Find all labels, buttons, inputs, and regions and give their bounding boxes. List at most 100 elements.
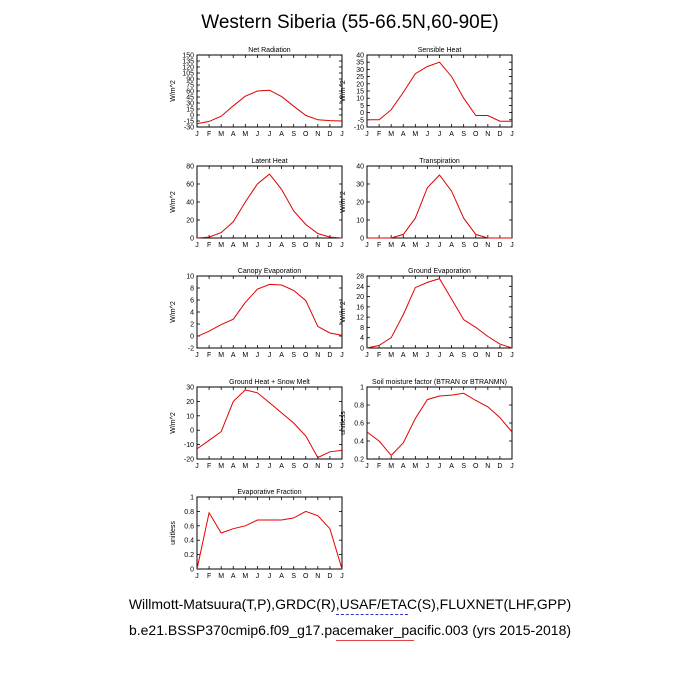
y-tick-label: 1 — [190, 495, 194, 502]
y-tick-label: 0 — [190, 428, 194, 435]
x-tick-label: N — [315, 242, 320, 249]
y-tick-label: 6 — [190, 298, 194, 305]
x-tick-label: N — [485, 463, 490, 470]
x-tick-label: N — [485, 352, 490, 359]
x-tick-label: A — [401, 463, 406, 470]
x-tick-label: F — [377, 131, 381, 138]
y-tick-label: 30 — [356, 67, 364, 74]
panel-title: Soil moisture factor (BTRAN or BTRANMN) — [372, 379, 507, 386]
y-tick-label: 20 — [356, 200, 364, 207]
x-tick-label: A — [279, 242, 284, 249]
x-tick-label: D — [497, 242, 502, 249]
x-tick-label: S — [291, 463, 296, 470]
footer-data-sources: Willmott-Matsuura(T,P),GRDC(R),USAF/ETAC… — [128, 596, 572, 612]
x-tick-label: J — [438, 463, 442, 470]
y-tick-label: 20 — [356, 294, 364, 301]
x-tick-label: A — [401, 352, 406, 359]
x-tick-label: M — [242, 573, 248, 580]
x-tick-label: D — [497, 352, 502, 359]
panel-1: Net Radiation -30-15015304560759010512013… — [170, 47, 344, 138]
y-tick-label: 75 — [186, 83, 194, 90]
x-tick-label: J — [256, 463, 260, 470]
y-tick-label: 20 — [186, 218, 194, 225]
y-axis-label: W/m^2 — [340, 80, 347, 102]
y-tick-label: 0 — [190, 334, 194, 341]
x-tick-label: D — [327, 242, 332, 249]
x-tick-label: J — [268, 573, 272, 580]
x-tick-label: M — [218, 573, 224, 580]
x-tick-label: M — [388, 131, 394, 138]
y-tick-label: 24 — [356, 284, 364, 291]
y-axis-label: W/m^2 — [340, 191, 347, 213]
underline-mark-1 — [336, 614, 408, 615]
x-tick-label: M — [242, 352, 248, 359]
x-tick-label: M — [412, 463, 418, 470]
x-tick-label: J — [340, 242, 344, 249]
y-tick-label: 0.8 — [184, 509, 194, 516]
x-tick-label: A — [231, 242, 236, 249]
x-tick-label: J — [268, 242, 272, 249]
panel-title: Ground Heat + Snow Melt — [229, 379, 310, 386]
x-tick-label: M — [218, 352, 224, 359]
x-tick-label: F — [207, 352, 211, 359]
y-tick-label: 30 — [186, 385, 194, 392]
y-tick-label: -20 — [184, 457, 194, 464]
x-tick-label: A — [449, 131, 454, 138]
y-tick-label: 0 — [360, 236, 364, 243]
x-tick-label: D — [327, 463, 332, 470]
y-tick-label: 10 — [186, 413, 194, 420]
y-tick-label: 0.4 — [354, 439, 364, 446]
x-tick-label: S — [291, 242, 296, 249]
y-tick-label: 16 — [356, 304, 364, 311]
x-tick-label: J — [510, 352, 514, 359]
footer-case-name: b.e21.BSSP370cmip6.f09_g17.pacemaker_pac… — [128, 622, 572, 638]
x-tick-label: O — [303, 352, 309, 359]
y-tick-label: 40 — [356, 53, 364, 60]
x-tick-label: M — [412, 352, 418, 359]
y-tick-label: 90 — [186, 77, 194, 84]
series-line — [366, 392, 513, 457]
x-tick-label: A — [401, 131, 406, 138]
x-tick-label: O — [473, 242, 479, 249]
x-tick-label: A — [449, 242, 454, 249]
x-tick-label: D — [327, 131, 332, 138]
y-tick-label: 15 — [356, 89, 364, 96]
x-tick-label: M — [242, 463, 248, 470]
x-tick-label: J — [365, 463, 369, 470]
x-tick-label: J — [426, 352, 430, 359]
x-tick-label: S — [461, 131, 466, 138]
x-tick-label: J — [340, 463, 344, 470]
series-line — [196, 283, 343, 338]
y-axis-label: unitless — [340, 411, 347, 435]
x-tick-label: A — [231, 352, 236, 359]
x-tick-label: M — [388, 352, 394, 359]
y-axis-label: unitless — [170, 521, 177, 545]
plot-frame — [196, 496, 343, 570]
plot-frame — [196, 165, 343, 239]
x-tick-label: J — [438, 242, 442, 249]
x-tick-label: A — [449, 463, 454, 470]
series-line — [196, 510, 343, 570]
x-tick-label: O — [473, 131, 479, 138]
y-tick-label: -10 — [354, 125, 364, 132]
y-tick-label: 0 — [190, 567, 194, 574]
y-tick-label: -15 — [184, 119, 194, 126]
x-tick-label: M — [218, 131, 224, 138]
x-tick-label: A — [279, 131, 284, 138]
y-tick-label: 105 — [182, 71, 194, 78]
x-tick-label: N — [315, 131, 320, 138]
plot-frame — [196, 275, 343, 349]
x-tick-label: M — [242, 242, 248, 249]
y-tick-label: 15 — [186, 107, 194, 114]
y-tick-label: 0 — [190, 113, 194, 120]
y-tick-label: 20 — [356, 81, 364, 88]
x-tick-label: J — [195, 352, 199, 359]
y-tick-label: 60 — [186, 182, 194, 189]
y-tick-label: 12 — [356, 315, 364, 322]
x-tick-label: M — [242, 131, 248, 138]
x-tick-label: J — [340, 352, 344, 359]
x-tick-label: O — [303, 131, 309, 138]
